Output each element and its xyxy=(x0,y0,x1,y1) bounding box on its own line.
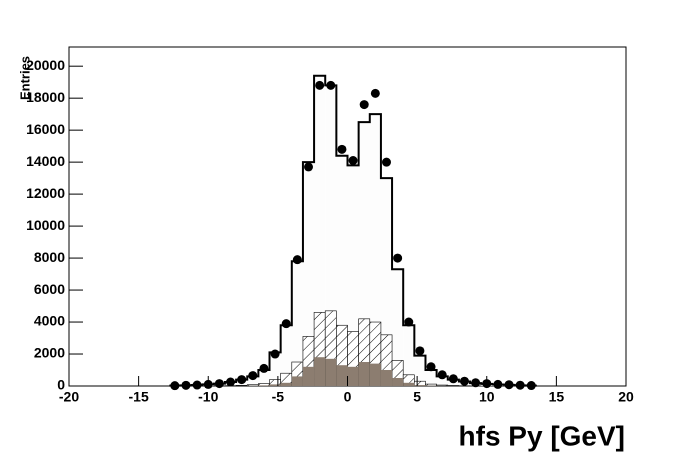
y-tick-label: 16000 xyxy=(26,121,65,137)
data-point xyxy=(214,379,224,389)
x-tick-label: -10 xyxy=(198,389,218,405)
data-point xyxy=(337,144,347,154)
histogram-bin xyxy=(291,376,303,386)
data-point xyxy=(348,156,358,166)
x-tick-label: -15 xyxy=(129,389,149,405)
histogram-bin xyxy=(392,378,404,386)
x-tick-label: -20 xyxy=(59,389,79,405)
histogram-bin xyxy=(414,385,426,386)
data-point xyxy=(270,349,280,359)
y-axis-title: Entries xyxy=(17,56,32,100)
x-tick-label: 20 xyxy=(618,389,634,405)
histogram-bin xyxy=(325,358,337,386)
y-tick-label: 20000 xyxy=(26,57,65,73)
data-point xyxy=(515,380,525,390)
histogram-bin xyxy=(314,357,326,386)
data-point xyxy=(404,317,414,327)
histogram-bin xyxy=(291,261,303,386)
histogram-bin xyxy=(247,376,259,386)
histogram-bin xyxy=(314,75,326,386)
y-tick-label: 8000 xyxy=(34,249,65,265)
histogram-bin xyxy=(403,325,415,386)
y-tick-label: 4000 xyxy=(34,313,65,329)
y-tick-label: 0 xyxy=(57,377,65,393)
data-point xyxy=(326,80,336,90)
y-tick-label: 2000 xyxy=(34,345,65,361)
histogram-bin xyxy=(336,365,348,386)
histogram-bin xyxy=(425,370,437,386)
histogram-bin xyxy=(369,363,381,386)
y-tick-label: 18000 xyxy=(26,89,65,105)
x-axis-title: hfs Py [GeV] xyxy=(459,420,625,451)
data-point xyxy=(281,319,291,329)
data-point xyxy=(192,380,202,390)
data-point xyxy=(415,346,425,356)
x-tick-label: 10 xyxy=(479,389,495,405)
histogram-bin xyxy=(280,382,292,386)
histogram-bin xyxy=(325,85,337,387)
data-point xyxy=(448,374,458,384)
histogram-bin xyxy=(302,162,315,386)
histogram-bin xyxy=(235,385,248,387)
histogram-bin xyxy=(380,370,393,386)
data-point xyxy=(170,381,180,391)
histogram-bin xyxy=(436,376,448,386)
x-tick-label: 5 xyxy=(413,389,421,405)
histogram-bin xyxy=(269,352,281,386)
histogram-bin xyxy=(358,362,370,386)
histogram-bin xyxy=(336,155,348,386)
histogram-bin xyxy=(380,178,393,386)
x-tick-label: 0 xyxy=(344,389,352,405)
data-point xyxy=(426,362,436,372)
y-tick-label: 12000 xyxy=(26,185,65,201)
data-point xyxy=(315,80,325,90)
data-point xyxy=(493,379,503,389)
histogram-bin xyxy=(280,325,292,386)
histogram-bin xyxy=(392,269,404,386)
data-point xyxy=(248,371,258,381)
data-point xyxy=(370,88,380,98)
data-point xyxy=(526,381,536,391)
histogram-bin xyxy=(347,165,359,386)
x-tick-label: -5 xyxy=(272,389,285,405)
histogram-bin xyxy=(358,122,370,386)
histogram-bin xyxy=(258,370,270,386)
histogram-bin xyxy=(258,385,270,386)
data-point xyxy=(471,378,481,388)
y-tick-label: 14000 xyxy=(26,153,65,169)
x-tick-label: 15 xyxy=(549,389,565,405)
histogram-bin xyxy=(414,355,426,386)
data-point xyxy=(226,377,236,387)
histogram-bin xyxy=(302,366,315,386)
data-point xyxy=(459,376,469,386)
data-point xyxy=(359,100,369,110)
histogram-bin xyxy=(246,384,259,387)
data-point xyxy=(181,380,191,390)
data-point xyxy=(504,380,514,390)
histogram-bin xyxy=(436,384,449,387)
y-tick-label: 10000 xyxy=(26,217,65,233)
y-tick-label: 6000 xyxy=(34,281,65,297)
data-point xyxy=(292,255,302,265)
data-point xyxy=(437,370,447,380)
data-point xyxy=(393,253,403,263)
data-point xyxy=(237,375,247,385)
histogram-bin xyxy=(369,114,381,387)
histogram-bin xyxy=(269,384,281,386)
data-point xyxy=(259,363,269,373)
data-point xyxy=(304,162,314,172)
histogram-bin xyxy=(347,366,359,386)
histogram-bin xyxy=(403,382,415,386)
data-point xyxy=(381,157,391,167)
